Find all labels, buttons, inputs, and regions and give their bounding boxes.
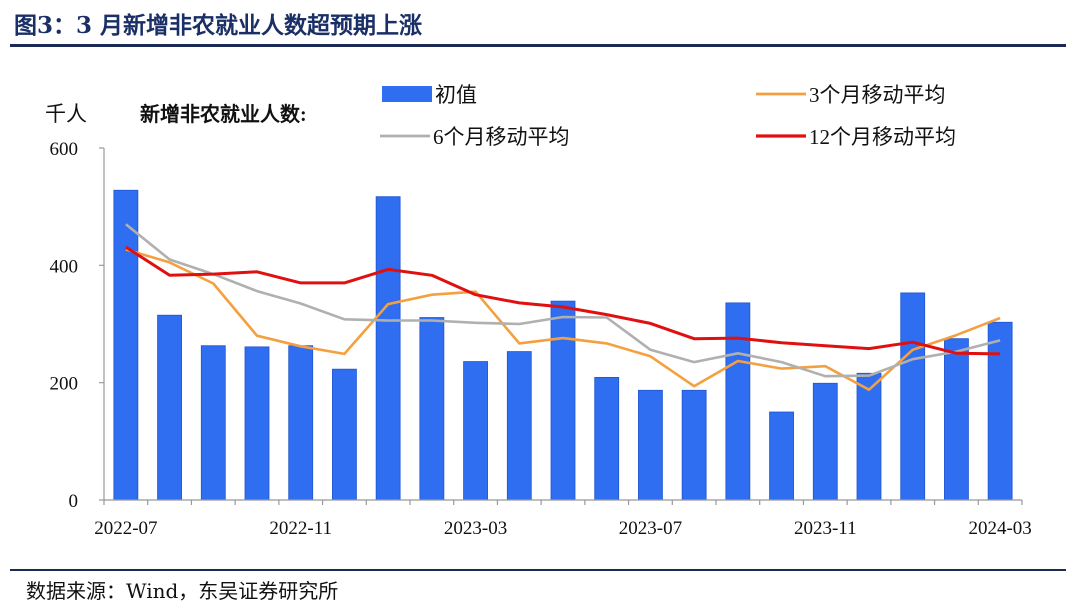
- bar: [244, 346, 270, 501]
- bar: [506, 351, 532, 501]
- series-line-3: [125, 245, 1001, 356]
- bar: [944, 338, 969, 501]
- x-tick-label: 2023-11: [794, 518, 857, 539]
- y-tick-label: 0: [69, 491, 79, 512]
- x-tick-label: 2023-03: [444, 518, 507, 539]
- y-tick-label: 600: [50, 139, 79, 160]
- chart-subtitle: 新增非农就业人数:: [140, 102, 307, 126]
- bar: [332, 368, 357, 501]
- figure-title: 图3：3 月新增非农就业人数超预期上涨: [14, 12, 423, 39]
- bar: [463, 361, 488, 501]
- legend-label: 12个月移动平均: [809, 125, 956, 149]
- legend-swatch-bar: [382, 86, 432, 102]
- bars-group: [113, 189, 1013, 501]
- y-unit-label: 千人: [45, 102, 87, 126]
- title-rule: [10, 44, 1066, 47]
- bar: [856, 372, 882, 501]
- bar: [987, 321, 1013, 501]
- lines-group: [125, 223, 1001, 392]
- bar: [200, 345, 226, 501]
- x-tick-label: 2023-07: [619, 518, 682, 539]
- bar: [550, 300, 576, 501]
- series-line-2: [125, 223, 1001, 378]
- x-tick-label: 2022-11: [269, 518, 332, 539]
- bar: [157, 314, 182, 501]
- legend-label: 3个月移动平均: [809, 83, 946, 107]
- bar: [638, 389, 663, 501]
- bar: [812, 382, 838, 501]
- legend-label: 初值: [435, 83, 477, 107]
- bar: [113, 189, 139, 501]
- series-line-1: [125, 248, 1001, 392]
- legend-label: 6个月移动平均: [433, 125, 570, 149]
- bar: [769, 411, 794, 501]
- x-tick-label: 2024-03: [968, 518, 1031, 539]
- source-rule: [10, 569, 1066, 571]
- x-tick-label: 2022-07: [94, 518, 157, 539]
- axes-group: 0 200 400 600 2022-07 2022-11 2023-03 2023-07 20…: [50, 139, 1032, 539]
- bar: [900, 292, 926, 501]
- bar: [419, 317, 445, 501]
- legend: 初值 3个月移动平均 6个月移动平均 12个月移动平均: [380, 83, 956, 149]
- source-note: 数据来源：Wind，东吴证券研究所: [26, 579, 339, 603]
- bar: [288, 345, 314, 501]
- y-tick-label: 400: [50, 256, 79, 277]
- bar: [375, 196, 401, 501]
- bar: [725, 302, 751, 501]
- bar: [681, 389, 707, 501]
- bar: [594, 376, 620, 501]
- y-tick-label: 200: [50, 374, 79, 395]
